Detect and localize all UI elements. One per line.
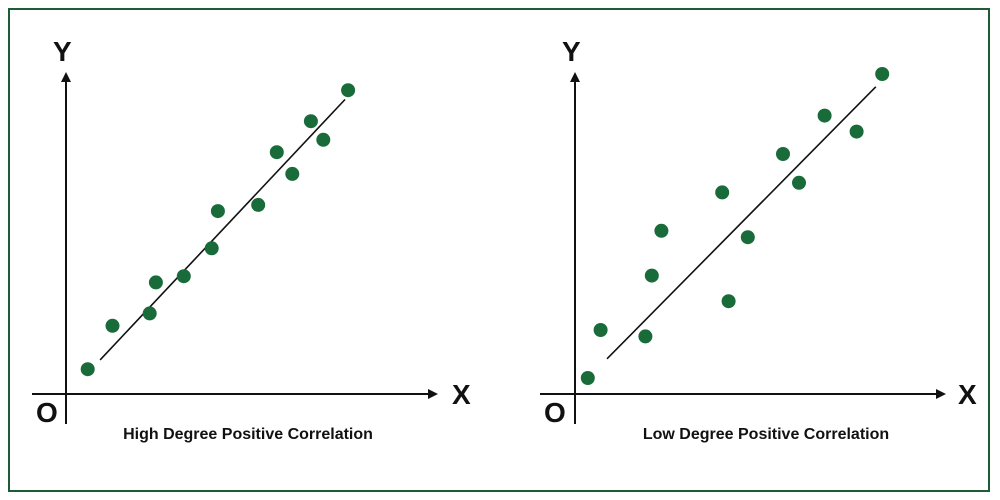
y-axis-label: Y (562, 36, 581, 67)
figure-frame (8, 8, 990, 492)
x-axis-label: X (958, 379, 977, 410)
data-point-2 (593, 323, 608, 337)
data-point-5 (654, 223, 669, 238)
data-point-1 (80, 362, 95, 377)
data-point-6 (715, 185, 730, 200)
data-point-7 (210, 204, 225, 219)
trend-line (99, 98, 346, 361)
data-point-3 (638, 329, 653, 344)
origin-label: O (544, 397, 566, 428)
data-point-10 (285, 166, 300, 181)
chart-title: Low Degree Positive Correlation (643, 426, 889, 443)
data-point-12 (316, 132, 331, 147)
data-point-6 (204, 241, 219, 256)
data-point-1 (580, 371, 595, 385)
data-point-13 (341, 83, 356, 98)
data-point-7 (721, 294, 736, 309)
data-point-4 (644, 268, 659, 283)
data-point-3 (142, 306, 157, 321)
data-point-2 (105, 318, 120, 333)
data-point-11 (303, 114, 318, 129)
data-point-10 (792, 175, 806, 190)
chart-high-correlation: Y X O High Degree Positive Correlation (32, 36, 471, 443)
data-point-9 (776, 147, 790, 161)
origin-label: O (36, 397, 58, 428)
data-point-11 (817, 108, 832, 123)
scatter-points (80, 83, 356, 377)
data-point-8 (740, 230, 755, 245)
data-point-9 (269, 145, 284, 160)
data-point-8 (251, 197, 266, 212)
data-point-13 (875, 67, 890, 81)
x-axis-label: X (452, 379, 471, 410)
data-point-4 (148, 275, 163, 290)
chart-title: High Degree Positive Correlation (123, 426, 373, 443)
data-point-5 (176, 269, 191, 284)
chart-low-correlation: Y X O Low Degree Positive Correlation (540, 36, 977, 443)
data-point-12 (849, 124, 864, 139)
y-axis-label: Y (53, 36, 72, 67)
trend-line (606, 86, 877, 360)
scatter-points (580, 67, 890, 385)
